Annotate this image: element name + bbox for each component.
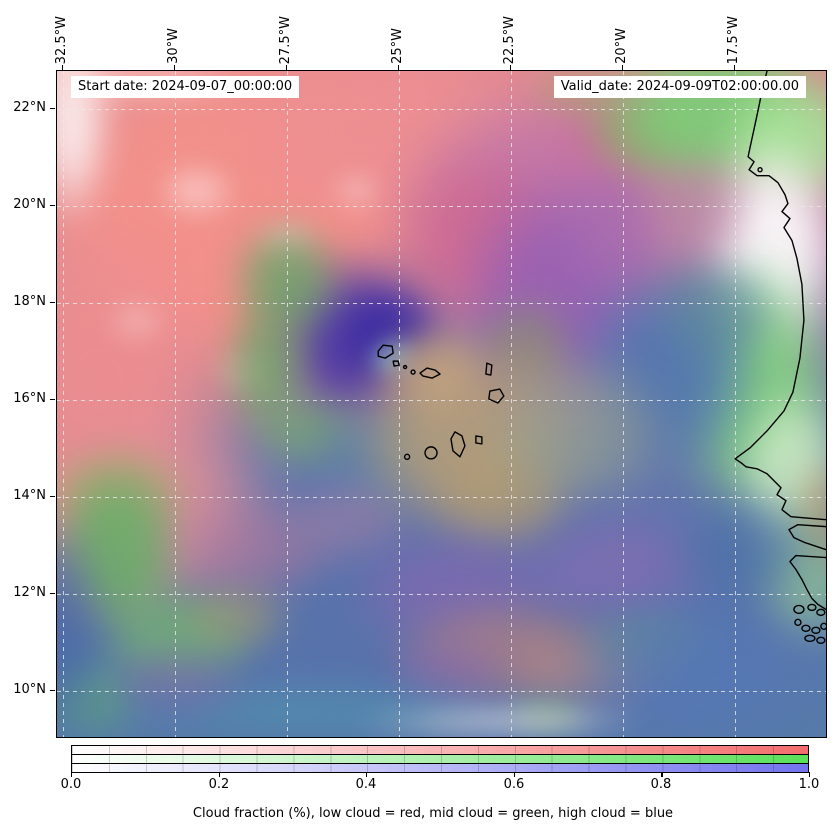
tick-mark bbox=[50, 496, 55, 498]
cbar-tick-label: 0.8 bbox=[650, 777, 672, 792]
xtick-label: 27.5°W bbox=[278, 15, 293, 64]
ytick-label: 22°N bbox=[13, 100, 46, 115]
tick-mark bbox=[50, 593, 55, 595]
colorbar-caption: Cloud fraction (%), low cloud = red, mid… bbox=[192, 806, 674, 821]
tick-mark bbox=[510, 65, 512, 70]
xtick-label: 17.5°W bbox=[726, 15, 741, 64]
tick-mark bbox=[398, 65, 400, 70]
coastlines-svg bbox=[377, 71, 826, 644]
tick-mark bbox=[71, 772, 73, 777]
tick-mark bbox=[50, 108, 55, 110]
xtick-label: 25°W bbox=[390, 28, 405, 64]
xtick-label: 22.5°W bbox=[502, 15, 517, 64]
cbar-tick-label: 1.0 bbox=[798, 777, 820, 792]
cbar-tick-label: 0.0 bbox=[60, 777, 82, 792]
tick-mark bbox=[513, 772, 515, 777]
tick-mark bbox=[50, 690, 55, 692]
ytick-label: 16°N bbox=[13, 391, 46, 406]
cbar-tick-label: 0.6 bbox=[503, 777, 525, 792]
cbar-tick-label: 0.2 bbox=[208, 777, 230, 792]
map-plot-area: Start date: 2024-09-07_00:00:00 Valid_da… bbox=[56, 70, 827, 738]
tick-mark bbox=[622, 65, 624, 70]
tick-mark bbox=[809, 772, 811, 777]
africa-coastline bbox=[734, 71, 826, 611]
tick-mark bbox=[62, 65, 64, 70]
valid-date-label: Valid_date: 2024-09-09T02:00:00.00 bbox=[553, 76, 806, 98]
cape-verde-islands bbox=[377, 344, 505, 461]
ytick-label: 14°N bbox=[13, 488, 46, 503]
tick-mark bbox=[286, 65, 288, 70]
tick-mark bbox=[734, 65, 736, 70]
tick-mark bbox=[50, 205, 55, 207]
ytick-label: 12°N bbox=[13, 585, 46, 600]
ytick-label: 18°N bbox=[13, 294, 46, 309]
tick-mark bbox=[174, 65, 176, 70]
cbar-tick-label: 0.4 bbox=[355, 777, 377, 792]
xtick-label: 32.5°W bbox=[54, 15, 69, 64]
xtick-label: 30°W bbox=[166, 28, 181, 64]
bijagos-islands bbox=[793, 603, 826, 644]
xtick-label: 20°W bbox=[614, 28, 629, 64]
ytick-label: 10°N bbox=[13, 682, 46, 697]
colorbar-high-cloud-ramp bbox=[71, 763, 809, 773]
start-date-label: Start date: 2024-09-07_00:00:00 bbox=[71, 76, 300, 98]
tick-mark bbox=[50, 302, 55, 304]
tick-mark bbox=[366, 772, 368, 777]
colorbar bbox=[71, 745, 809, 773]
tick-mark bbox=[218, 772, 220, 777]
ytick-label: 20°N bbox=[13, 197, 46, 212]
arguin-island bbox=[757, 167, 763, 173]
tick-mark bbox=[661, 772, 663, 777]
tick-mark bbox=[50, 399, 55, 401]
